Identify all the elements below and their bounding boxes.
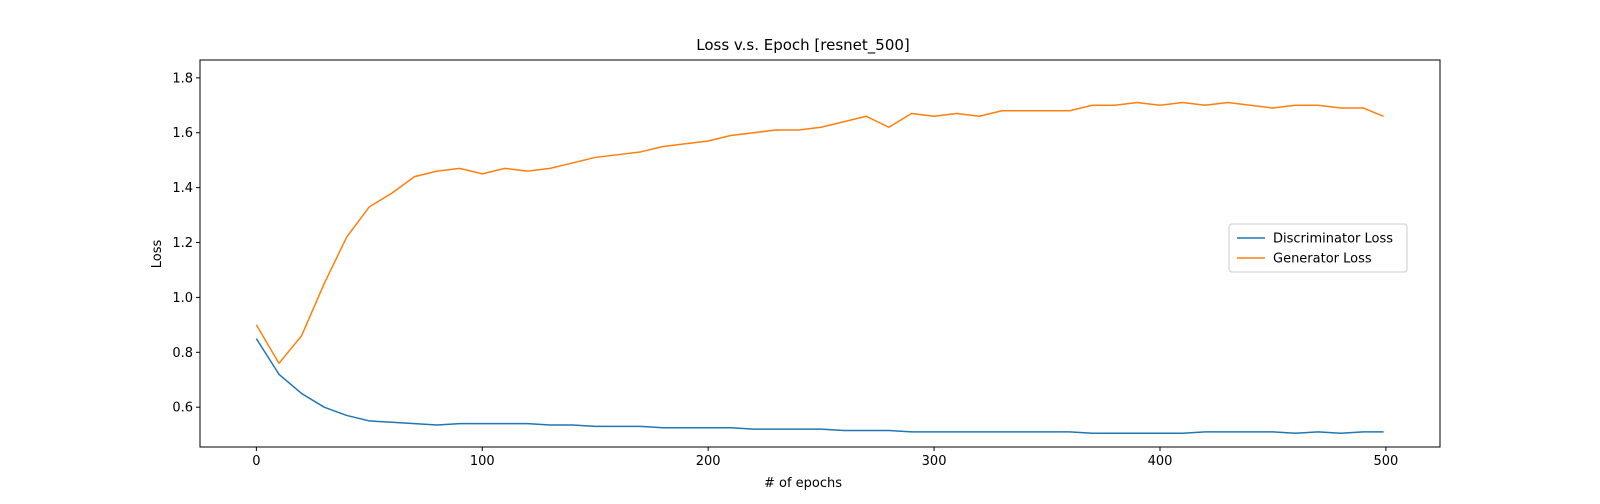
- legend-label-0: Discriminator Loss: [1273, 232, 1393, 247]
- plot-area: [199, 59, 1441, 448]
- x-tick-label: 400: [1148, 454, 1173, 469]
- chart-title: Loss v.s. Epoch [resnet_500]: [696, 36, 910, 55]
- x-tick-label: 500: [1373, 454, 1398, 469]
- y-axis: 0.6 0.8 1.0 1.2 1.4 1.6 1.8: [172, 71, 200, 416]
- series-line-1: [255, 101, 1384, 365]
- x-axis-label: # of epochs: [764, 476, 842, 491]
- y-tick-label: 1.2: [172, 236, 193, 251]
- y-tick-label: 1.0: [172, 291, 193, 306]
- series-line-0: [255, 338, 1384, 435]
- axes-frame: [199, 59, 1441, 448]
- x-axis: 0 100 200 300 400 500: [252, 447, 1398, 469]
- y-tick-label: 0.8: [172, 346, 193, 361]
- x-tick-label: 100: [470, 454, 495, 469]
- x-tick-label: 300: [922, 454, 947, 469]
- legend-box: [1228, 223, 1408, 273]
- y-tick-label: 1.8: [172, 71, 193, 86]
- x-tick-label: 200: [696, 454, 721, 469]
- legend: Discriminator Loss Generator Loss: [1228, 223, 1408, 273]
- legend-label-1: Generator Loss: [1273, 252, 1372, 267]
- y-tick-label: 1.6: [172, 126, 193, 141]
- y-axis-label: Loss: [150, 240, 165, 269]
- x-tick-label: 0: [252, 454, 260, 469]
- y-tick-label: 1.4: [172, 181, 193, 196]
- y-tick-label: 0.6: [172, 401, 193, 416]
